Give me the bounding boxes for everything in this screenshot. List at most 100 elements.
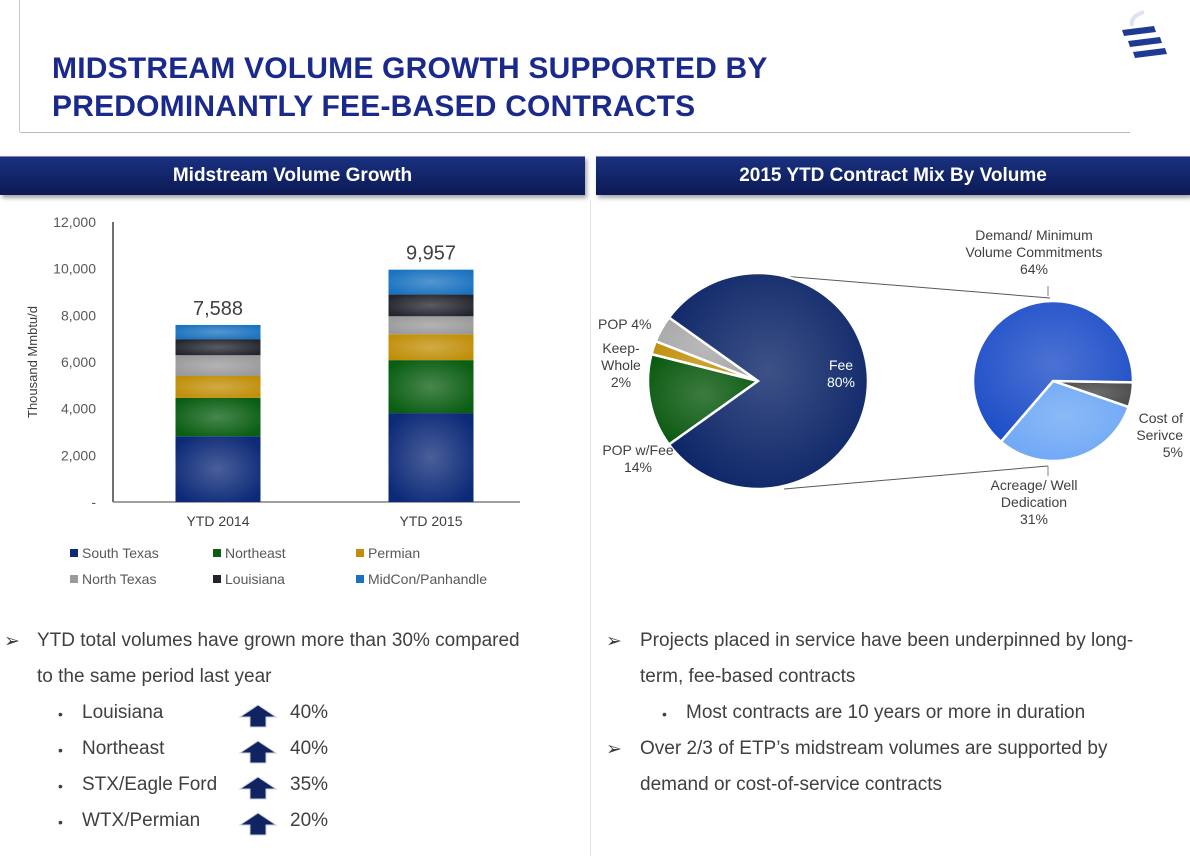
up-arrow-icon xyxy=(238,812,278,836)
legend-swatch xyxy=(356,549,364,557)
etp-logo-icon xyxy=(1122,10,1167,58)
bar-segment-south-texas xyxy=(175,436,261,502)
page-title: MIDSTREAM VOLUME GROWTH SUPPORTED BY PRE… xyxy=(52,50,768,126)
x-tick-label: YTD 2014 xyxy=(186,513,249,529)
bar-chart-legend: South Texas Northeast Permian North Texas Lo… xyxy=(70,545,550,595)
up-arrow-icon xyxy=(238,740,278,764)
right-bullet-2-line-1: Over 2/3 of ETP’s midstream volumes are … xyxy=(640,738,1108,759)
growth-pct: 35% xyxy=(290,774,329,795)
dot-bullet-icon: • xyxy=(662,706,667,722)
y-tick-label: 10,000 xyxy=(53,261,96,277)
growth-pct: 20% xyxy=(290,810,329,831)
dot-bullet-icon: • xyxy=(58,778,63,794)
dot-bullet-icon: • xyxy=(58,706,63,722)
bar-segment-midcon-panhandle xyxy=(388,269,474,295)
right-bullet-1-line-1: Projects placed in service have been und… xyxy=(640,630,1134,651)
right-section-header: 2015 YTD Contract Mix By Volume xyxy=(596,156,1190,195)
connector-line xyxy=(783,465,1049,490)
pie-slice-demand-minimum-volume-commitments xyxy=(971,299,1135,444)
pie-label: 2% xyxy=(611,374,631,390)
legend-item: MidCon/Panhandle xyxy=(356,571,487,587)
pie-label: Keep- xyxy=(602,340,640,356)
pie-label: 5% xyxy=(1163,444,1183,460)
section-divider xyxy=(590,200,591,856)
y-tick-label: 8,000 xyxy=(61,307,96,323)
legend-label: MidCon/Panhandle xyxy=(368,571,488,587)
growth-region-label: Northeast xyxy=(82,738,165,759)
right-sub-bullet: Most contracts are 10 years or more in d… xyxy=(686,702,1086,723)
pie-label: Volume Commitments xyxy=(966,244,1103,260)
legend-swatch xyxy=(70,549,78,557)
legend-label: Northeast xyxy=(225,545,286,561)
growth-pct: 40% xyxy=(290,738,329,759)
right-bullet-1-line-2: term, fee-based contracts xyxy=(640,666,856,687)
pie-label: Fee xyxy=(829,357,853,373)
pie-label: 64% xyxy=(1020,261,1048,277)
pie-slice-pop-w-fee xyxy=(646,352,761,447)
pie-label: POP 4% xyxy=(598,316,651,332)
pie-label: 80% xyxy=(827,374,855,390)
title-line-2: PREDOMINANTLY FEE-BASED CONTRACTS xyxy=(52,90,696,123)
arrow-bullet-icon: ➢ xyxy=(4,631,20,652)
bar-segment-midcon-panhandle xyxy=(175,324,261,340)
pie-label: Acreage/ Well xyxy=(991,477,1078,493)
legend-item: Louisiana xyxy=(213,571,285,587)
up-arrow-icon xyxy=(238,776,278,800)
x-tick-label: YTD 2015 xyxy=(399,513,462,529)
bar-segment-north-texas xyxy=(175,355,261,376)
y-tick-label: 12,000 xyxy=(53,214,96,230)
arrow-bullet-icon: ➢ xyxy=(606,739,622,760)
pie-slice-acreage-well-dedication xyxy=(999,379,1131,463)
legend-swatch xyxy=(70,575,78,583)
legend-label: Louisiana xyxy=(225,571,285,587)
pie-label: Whole xyxy=(601,357,641,373)
pie-label: Dedication xyxy=(1001,494,1067,510)
dot-bullet-icon: • xyxy=(58,814,63,830)
bar-segment-north-texas xyxy=(388,316,474,335)
bar-total-label: 9,957 xyxy=(406,243,456,265)
legend-swatch xyxy=(213,575,221,583)
left-bullet-line-1: YTD total volumes have grown more than 3… xyxy=(37,630,520,651)
bar-segment-northeast xyxy=(388,360,474,414)
bar-segment-louisiana xyxy=(175,339,261,356)
legend-swatch xyxy=(213,549,221,557)
legend-swatch xyxy=(356,575,364,583)
bar-segment-permian xyxy=(388,334,474,361)
bar-segment-south-texas xyxy=(388,413,474,502)
arrow-bullet-icon: ➢ xyxy=(606,631,622,652)
y-tick-label: 4,000 xyxy=(61,401,96,417)
title-line-1: MIDSTREAM VOLUME GROWTH SUPPORTED BY xyxy=(52,52,768,85)
up-arrow-icon xyxy=(238,704,278,728)
pie-slice-fee xyxy=(667,271,870,491)
y-tick-label: 6,000 xyxy=(61,354,96,370)
y-tick-label: 2,000 xyxy=(61,447,96,463)
growth-region-label: STX/Eagle Ford xyxy=(82,774,218,795)
pie-label: Cost of xyxy=(1139,410,1183,426)
growth-region-label: WTX/Permian xyxy=(82,810,201,831)
bar-segment-northeast xyxy=(175,397,261,437)
legend-item: North Texas xyxy=(70,571,156,587)
left-bullet-line-2: to the same period last year xyxy=(37,666,272,687)
legend-item: Permian xyxy=(356,545,420,561)
right-bullet-2-line-2: demand or cost-of-service contracts xyxy=(640,774,943,795)
legend-label: Permian xyxy=(368,545,421,561)
legend-label: South Texas xyxy=(82,545,159,561)
legend-item: Northeast xyxy=(213,545,286,561)
y-tick-label: - xyxy=(91,494,96,510)
dot-bullet-icon: • xyxy=(58,742,63,758)
connector-line xyxy=(757,273,1051,299)
left-section-header: Midstream Volume Growth xyxy=(0,156,585,195)
legend-label: North Texas xyxy=(82,571,157,587)
pie-label: POP w/Fee xyxy=(602,442,674,458)
bar-segment-permian xyxy=(175,376,261,398)
y-axis-label: Thousand Mmbtu/d xyxy=(25,306,40,418)
title-vertical-rule xyxy=(19,0,20,132)
legend-item: South Texas xyxy=(70,545,159,561)
pie-label: Serivce xyxy=(1136,427,1183,443)
bar-total-label: 7,588 xyxy=(193,298,243,320)
growth-region-label: Louisiana xyxy=(82,702,164,723)
pie-label: 14% xyxy=(624,459,652,475)
pie-label: Demand/ Minimum xyxy=(975,227,1092,243)
bar-segment-louisiana xyxy=(388,294,474,317)
